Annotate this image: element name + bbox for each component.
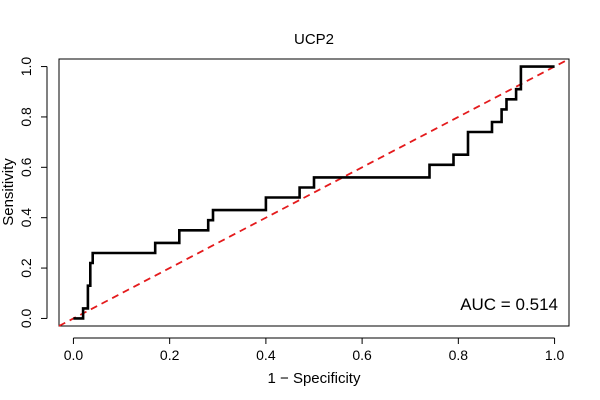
x-tick-label-2: 0.4: [256, 347, 276, 363]
y-tick-label-5: 1.0: [18, 57, 34, 77]
reference-diagonal-line: [58, 58, 570, 327]
y-tick-label-2: 0.4: [18, 208, 34, 228]
roc-curve-line: [73, 65, 555, 320]
x-tick-label-5: 1.0: [545, 347, 565, 363]
x-tick-label-1: 0.2: [160, 347, 180, 363]
y-tick-label-3: 0.6: [18, 157, 34, 177]
x-axis-label: 1 − Specificity: [268, 370, 361, 387]
x-tick-label-0: 0.0: [64, 347, 84, 363]
y-tick-label-1: 0.2: [18, 258, 34, 278]
auc-annotation: AUC = 0.514: [460, 295, 558, 314]
y-tick-label-0: 0.0: [18, 309, 34, 329]
x-tick-label-3: 0.6: [352, 347, 372, 363]
chart-title: UCP2: [294, 31, 334, 48]
y-axis-label: Sensitivity: [0, 158, 17, 226]
plot-frame: [58, 58, 570, 327]
y-tick-label-4: 0.8: [18, 107, 34, 127]
x-tick-label-4: 0.8: [449, 347, 469, 363]
